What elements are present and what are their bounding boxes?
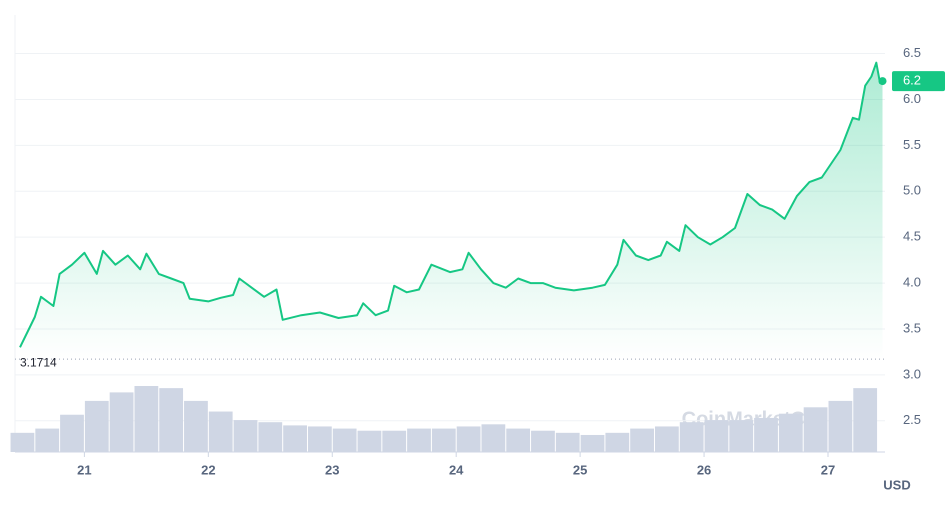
y-tick-label: 3.0 (903, 366, 921, 381)
y-tick-label: 4.0 (903, 275, 921, 290)
volume-bar (332, 428, 357, 452)
volume-bar (407, 428, 431, 452)
volume-bar (307, 426, 332, 452)
volume-bar (233, 420, 258, 452)
x-tick-label: 23 (325, 462, 339, 477)
y-tick-label: 6.0 (903, 91, 921, 106)
volume-bar (382, 430, 407, 452)
price-line (19, 61, 884, 348)
volume-bar (60, 414, 84, 452)
y-unit: USD (883, 477, 910, 492)
y-tick-label: 2.5 (903, 412, 921, 427)
y-tick-label: 5.5 (903, 137, 921, 152)
volume-bar (605, 432, 630, 452)
volume-bar (109, 392, 134, 452)
volume-bar (84, 400, 109, 452)
volume-bar (258, 422, 283, 452)
volume-bar (431, 428, 456, 452)
volume-bar (283, 425, 307, 452)
volume-bar (481, 424, 506, 452)
volume-bar (803, 407, 828, 452)
volume-bar (35, 428, 60, 452)
volume-bar (506, 428, 531, 452)
volume-bar (778, 413, 803, 452)
volume-bar (159, 388, 184, 452)
x-tick-label: 22 (201, 462, 215, 477)
volume-bar (704, 420, 729, 452)
volume-bar (456, 426, 481, 452)
volume-bar (184, 400, 208, 452)
x-tick-label: 24 (449, 462, 464, 477)
price-area (19, 62, 883, 360)
volume-bar (208, 411, 233, 452)
last-price-dot (878, 77, 887, 86)
volume-bar (729, 420, 754, 452)
volume-bar (654, 426, 679, 452)
x-tick-label: 21 (77, 462, 91, 477)
volume-bar (134, 386, 159, 452)
x-tick-label: 25 (573, 462, 587, 477)
volume-bar (10, 432, 35, 452)
volume-bar (357, 430, 382, 452)
volume-bar (580, 434, 605, 452)
x-tick-label: 27 (821, 462, 835, 477)
last-price-label: 6.2 (903, 73, 921, 88)
y-tick-label: 4.5 (903, 229, 921, 244)
volume-bar (555, 432, 580, 452)
volume-bar (853, 388, 878, 452)
x-tick-label: 26 (697, 462, 711, 477)
last-price-badge (892, 71, 945, 92)
y-tick-label: 6.5 (903, 45, 921, 60)
volume-bar (630, 428, 654, 452)
y-tick-label: 3.5 (903, 320, 921, 335)
y-tick-label: 5.0 (903, 183, 921, 198)
volume-bar (679, 422, 704, 452)
volume-bar (828, 400, 853, 452)
volume-bar (531, 430, 555, 452)
volume-bar (754, 417, 778, 452)
